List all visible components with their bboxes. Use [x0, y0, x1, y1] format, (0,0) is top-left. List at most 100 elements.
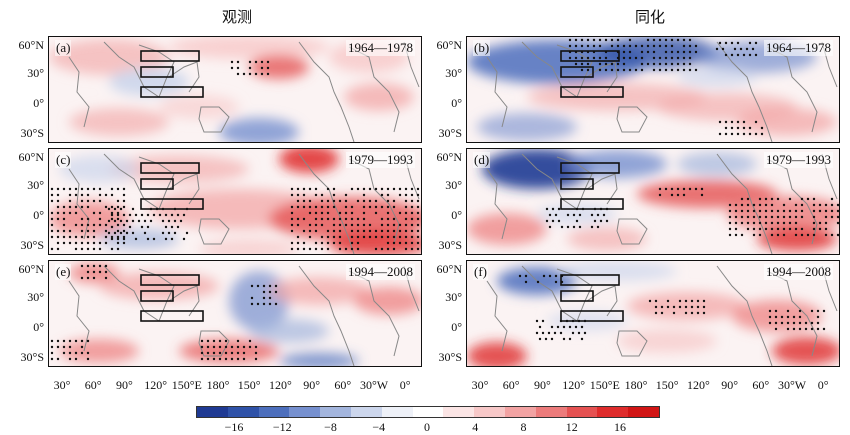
significance-dot [80, 223, 84, 227]
significance-dot [404, 199, 408, 203]
significance-dot [752, 215, 756, 219]
significance-dot [824, 227, 828, 231]
map-b [467, 37, 838, 142]
latitude-tick: 30°S [438, 350, 462, 364]
significance-dot [62, 229, 66, 233]
colorbar-swatch [227, 407, 259, 417]
longitude-tick: 30°W [359, 378, 389, 392]
significance-dot [236, 351, 240, 355]
anomaly-region [557, 261, 677, 281]
significance-dot [314, 241, 318, 245]
significance-dot [224, 339, 228, 343]
significance-dot [568, 56, 572, 60]
significance-dot [398, 193, 402, 197]
significance-dot [302, 205, 306, 209]
index-region-box [140, 274, 200, 286]
significance-dot [350, 205, 354, 209]
significance-dot [800, 197, 804, 201]
significance-dot [682, 38, 686, 42]
significance-dot [800, 227, 804, 231]
significance-dot [730, 132, 734, 136]
significance-dot [80, 345, 84, 349]
significance-dot [242, 357, 246, 361]
anomaly-region [732, 300, 822, 332]
significance-dot [74, 351, 78, 355]
significance-dot [320, 199, 324, 203]
coastline [586, 61, 618, 93]
significance-dot [658, 187, 662, 191]
significance-dot [605, 219, 609, 223]
significance-dot [788, 209, 792, 213]
colorbar-swatch [628, 407, 659, 417]
significance-dot [398, 187, 402, 191]
significance-dot [110, 213, 114, 217]
significance-dot [362, 187, 366, 191]
panel-label: (c) [55, 152, 72, 168]
significance-dot [50, 193, 54, 197]
significance-dot [116, 187, 120, 191]
index-region-box [560, 50, 620, 62]
significance-dot [559, 331, 563, 335]
significance-dot [754, 41, 758, 45]
significance-dot [344, 199, 348, 203]
significance-dot [182, 237, 186, 241]
significance-dot [410, 229, 414, 233]
significance-dot [104, 276, 108, 280]
significance-dot [146, 237, 150, 241]
longitude-tick: 90° [303, 378, 320, 392]
significance-dot [545, 207, 549, 211]
significance-dot [774, 327, 778, 331]
significance-dot [350, 241, 354, 245]
significance-dot [68, 235, 72, 239]
anomaly-region [109, 155, 249, 183]
significance-dot [786, 315, 790, 319]
significance-dot [728, 221, 732, 225]
significance-dot [616, 44, 620, 48]
significance-dot [748, 53, 752, 57]
coastline [716, 153, 773, 254]
significance-dot [684, 305, 688, 309]
significance-dot [113, 219, 117, 223]
significance-dot [752, 227, 756, 231]
significance-dot [230, 66, 234, 70]
significance-dot [56, 211, 60, 215]
significance-dot [646, 62, 650, 66]
longitude-tick: 60° [502, 378, 520, 392]
significance-dot [548, 225, 552, 229]
anomaly-region [567, 227, 647, 251]
significance-dot [170, 225, 174, 229]
significance-dot [50, 217, 54, 221]
significance-dot [74, 187, 78, 191]
significance-dot [538, 325, 542, 329]
significance-dot [700, 187, 704, 191]
significance-dot [374, 211, 378, 215]
anomaly-region [99, 272, 219, 300]
significance-dot [320, 205, 324, 209]
significance-dot [580, 56, 584, 60]
significance-dot [398, 235, 402, 239]
significance-dot [314, 187, 318, 191]
map-e [50, 263, 421, 366]
significance-dot [326, 217, 330, 221]
significance-dot [736, 120, 740, 124]
significance-dot [50, 339, 54, 343]
significance-dot [810, 321, 814, 325]
significance-dot [68, 345, 72, 349]
significance-dot [586, 56, 590, 60]
significance-dot [794, 227, 798, 231]
anomaly-region [49, 39, 169, 75]
significance-dot [560, 225, 564, 229]
significance-dot [715, 47, 719, 51]
significance-dot [676, 62, 680, 66]
significance-dot [125, 231, 129, 235]
anomaly-region [467, 213, 547, 245]
significance-dot [314, 247, 318, 251]
significance-dot [308, 199, 312, 203]
anomaly-region [354, 287, 421, 315]
significance-dot [386, 205, 390, 209]
significance-dot [212, 339, 216, 343]
significance-dot [557, 219, 561, 223]
significance-dot [200, 345, 204, 349]
significance-dot [308, 247, 312, 251]
significance-dot [56, 229, 60, 233]
